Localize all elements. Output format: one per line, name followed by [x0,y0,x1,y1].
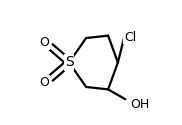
Text: S: S [65,56,73,70]
Text: OH: OH [130,98,149,110]
Text: O: O [40,36,50,50]
Text: Cl: Cl [124,31,136,44]
Text: O: O [40,76,50,88]
